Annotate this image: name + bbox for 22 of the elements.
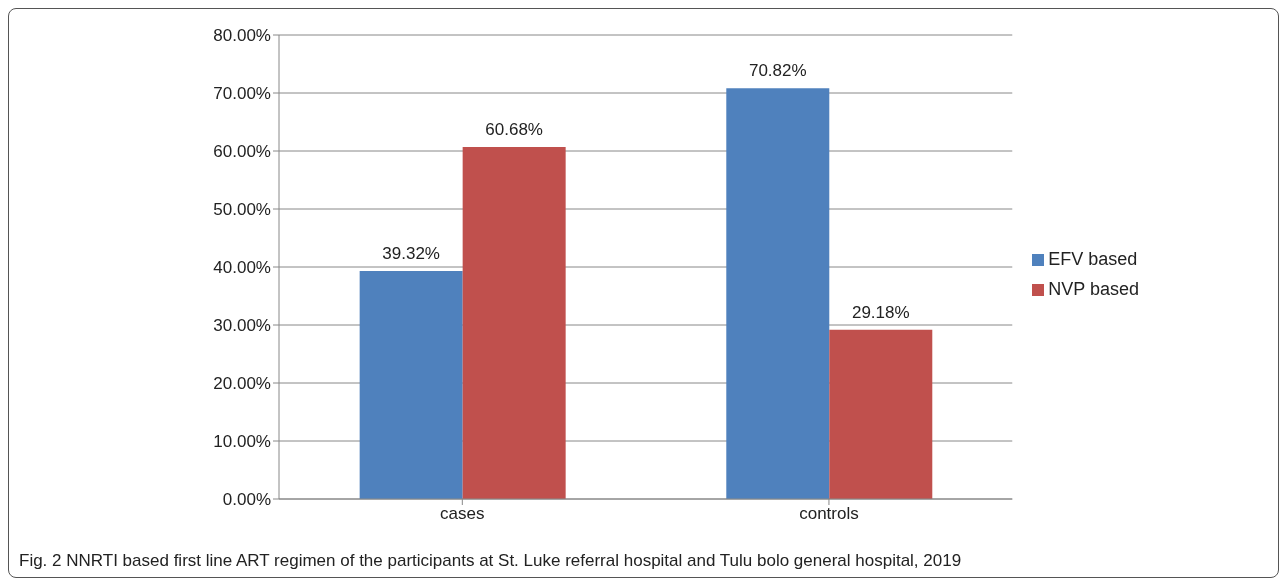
y-tick-label: 10.00% <box>213 432 271 452</box>
x-tick-label: controls <box>799 504 859 524</box>
bar <box>462 147 566 499</box>
bar <box>359 270 463 499</box>
bar <box>726 88 830 499</box>
y-tick-label: 60.00% <box>213 142 271 162</box>
legend-label: NVP based <box>1048 279 1139 299</box>
legend-label: EFV based <box>1048 249 1138 269</box>
data-label: 29.18% <box>851 302 910 322</box>
y-tick-label: 0.00% <box>222 490 271 510</box>
caption: Fig. 2 NNRTI based first line ART regimen of the participants at St. Luke referral hospital and Tulu bolo general hospital, 2019 <box>19 551 962 571</box>
data-label: 39.32% <box>382 243 440 263</box>
y-tick-label: 20.00% <box>213 374 271 394</box>
bar <box>829 329 933 499</box>
data-label: 60.68% <box>485 120 543 140</box>
y-tick-label: 70.00% <box>213 84 271 104</box>
y-tick-label: 40.00% <box>213 258 271 278</box>
y-tick-label: 30.00% <box>213 316 271 336</box>
x-tick-label: cases <box>440 504 485 524</box>
data-label: 70.82% <box>748 61 807 81</box>
y-tick-label: 50.00% <box>213 200 271 220</box>
y-tick-label: 80.00% <box>213 26 271 46</box>
